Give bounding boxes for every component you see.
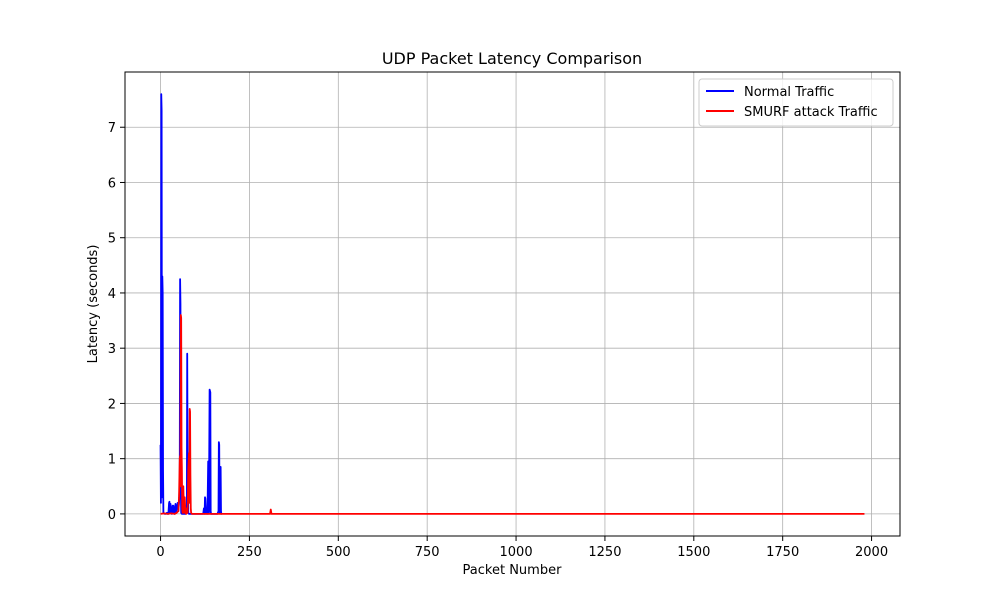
y-tick-label: 0 bbox=[108, 508, 116, 523]
x-tick-label: 750 bbox=[415, 545, 440, 560]
series-line-smurf-attack-traffic bbox=[160, 314, 865, 515]
x-tick-label: 250 bbox=[237, 545, 262, 560]
x-tick-label: 0 bbox=[156, 545, 164, 560]
x-tick-label: 1000 bbox=[500, 545, 533, 560]
plot-frame bbox=[124, 71, 901, 537]
y-tick-label: 1 bbox=[108, 453, 116, 468]
y-tick-label: 2 bbox=[108, 397, 116, 412]
x-tick-label: 2000 bbox=[855, 545, 888, 560]
y-tick-label: 3 bbox=[108, 342, 116, 357]
y-axis-label: Latency (seconds) bbox=[86, 245, 101, 364]
y-tick-label: 6 bbox=[108, 176, 116, 191]
legend-label-normal: Normal Traffic bbox=[744, 85, 834, 100]
legend: Normal Traffic SMURF attack Traffic bbox=[698, 78, 894, 127]
y-tick-label: 4 bbox=[108, 287, 116, 302]
y-tick-label: 5 bbox=[108, 232, 116, 247]
chart-title: UDP Packet Latency Comparison bbox=[382, 49, 642, 68]
x-tick-label: 1500 bbox=[677, 545, 710, 560]
legend-box bbox=[698, 78, 894, 127]
series-lines bbox=[159, 93, 865, 515]
x-axis-label: Packet Number bbox=[463, 563, 563, 578]
axis-ticks: 0 250 500 750 1000 1250 1500 1750 2000 0 1 2 3 4 5 6 7 bbox=[108, 121, 888, 560]
x-tick-label: 500 bbox=[326, 545, 351, 560]
x-tick-label: 1750 bbox=[766, 545, 799, 560]
grid bbox=[125, 72, 900, 536]
legend-label-smurf: SMURF attack Traffic bbox=[744, 105, 878, 120]
y-tick-label: 7 bbox=[108, 121, 116, 136]
x-tick-label: 1250 bbox=[588, 545, 621, 560]
